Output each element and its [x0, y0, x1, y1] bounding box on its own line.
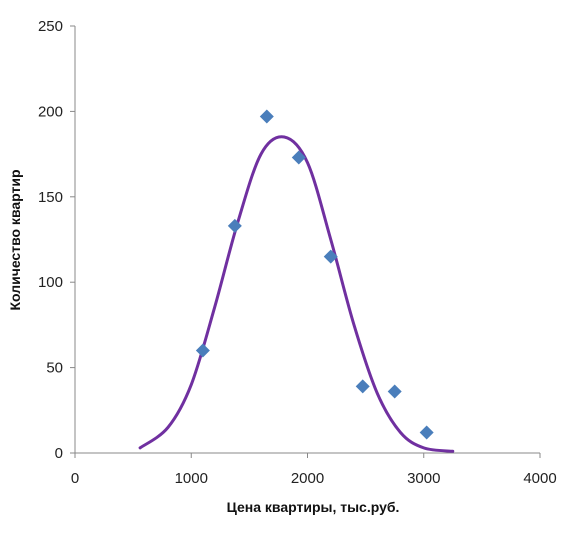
data-point-diamond [387, 384, 402, 399]
y-tick-label: 250 [38, 18, 63, 35]
x-tick-label: 2000 [291, 470, 324, 487]
x-tick-label: 1000 [175, 470, 208, 487]
y-tick-label: 200 [38, 103, 63, 120]
fitted-curve [138, 135, 455, 453]
axes [70, 25, 541, 458]
data-point-diamond [355, 379, 370, 394]
x-tick-label: 4000 [523, 470, 556, 487]
data-point-diamond [291, 150, 306, 165]
x-axis-title: Цена квартиры, тыс.руб. [227, 499, 400, 515]
y-tick-label: 50 [46, 360, 63, 377]
y-axis-title: Количество квартир [7, 169, 23, 310]
data-point-diamond [259, 109, 274, 124]
data-point-diamond [227, 218, 242, 233]
y-tick-label: 150 [38, 189, 63, 206]
data-point-diamond [195, 343, 210, 358]
tick-labels: 0 50 100 150 200 250 0 1000 2000 3000 4000 [38, 18, 557, 487]
x-tick-label: 0 [71, 470, 79, 487]
data-point-diamond [323, 249, 338, 264]
y-tick-label: 0 [55, 445, 63, 462]
y-tick-label: 100 [38, 274, 63, 291]
data-point-diamond [419, 425, 434, 440]
fitted-curve-line [138, 135, 455, 453]
data-points [195, 109, 434, 440]
x-tick-label: 3000 [407, 470, 440, 487]
